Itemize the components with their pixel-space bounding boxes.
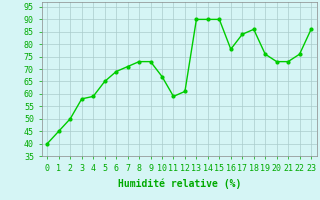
X-axis label: Humidité relative (%): Humidité relative (%) bbox=[117, 178, 241, 189]
